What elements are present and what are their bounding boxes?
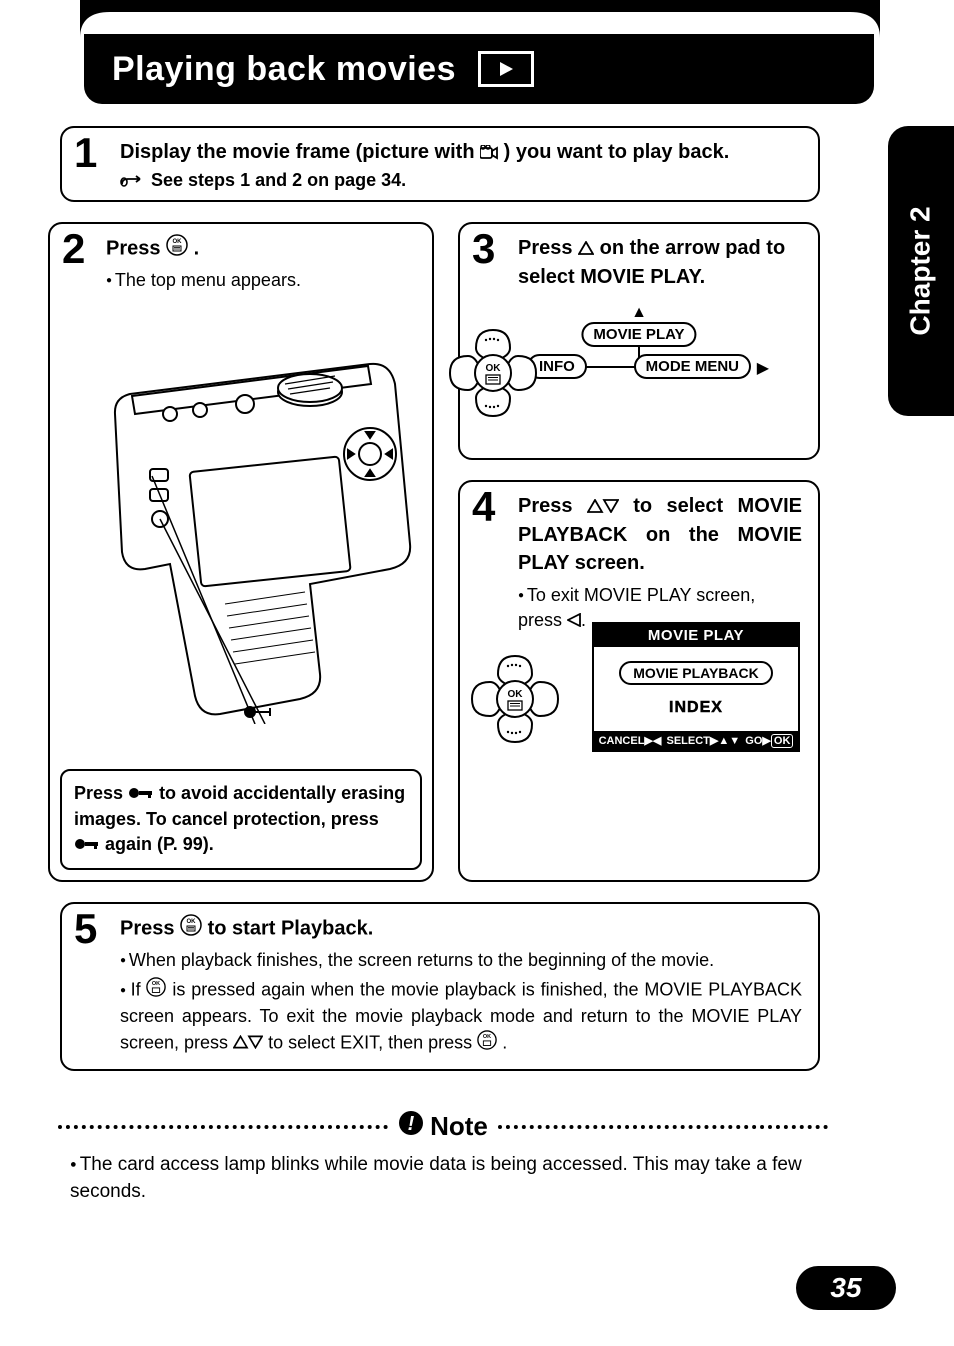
arrow-pad-illustration: OK xyxy=(446,326,540,420)
up-triangle-icon: ▲ xyxy=(631,304,647,322)
protect-note-box: Press to avoid accidentally erasing imag… xyxy=(60,769,422,870)
left-arrow-icon xyxy=(567,609,581,634)
step-1-reference: See steps 1 and 2 on page 34. xyxy=(120,170,802,192)
menu-mode-menu: MODE MENU xyxy=(634,354,751,379)
step-2-title: Press OK . xyxy=(106,234,422,264)
protect-key-icon xyxy=(128,782,154,807)
playback-mode-icon xyxy=(478,51,534,87)
pointer-icon xyxy=(120,171,146,192)
camera-illustration xyxy=(90,304,420,724)
ok-button-icon: OK xyxy=(180,914,202,944)
note-label: ! Note xyxy=(398,1110,488,1143)
note-body: ● The card access lamp blinks while movi… xyxy=(70,1152,830,1205)
up-arrow-icon xyxy=(578,235,594,263)
section-title: Playing back movies xyxy=(112,50,456,89)
chapter-tab: Chapter 2 xyxy=(888,126,954,416)
section-header: Playing back movies xyxy=(84,34,874,104)
step-4-number: 4 xyxy=(472,486,495,528)
step-2-number: 2 xyxy=(62,228,85,270)
svg-text:OK: OK xyxy=(152,981,160,987)
movie-icon xyxy=(480,141,504,163)
movie-play-screen-footer: CANCEL▶◀ SELECT▶▲▼ GO▶OK xyxy=(594,731,798,750)
svg-text:OK: OK xyxy=(486,363,502,374)
svg-text:!: ! xyxy=(408,1113,415,1135)
right-triangle-icon: ▶ xyxy=(757,358,769,378)
page-number: 35 xyxy=(796,1266,896,1310)
up-down-arrow-icon xyxy=(233,1031,263,1056)
step-5-bullet-2: If OK is pressed again when the movie pl… xyxy=(120,977,802,1057)
index-option: INDEX xyxy=(669,699,723,717)
step-1-number: 1 xyxy=(74,132,97,174)
step-5-number: 5 xyxy=(74,908,97,950)
movie-playback-option: MOVIE PLAYBACK xyxy=(619,661,773,685)
dots-left xyxy=(58,1125,388,1129)
ok-button-icon: OK xyxy=(146,977,166,1004)
step-2-box: 2 Press OK . The top menu appears. xyxy=(48,222,434,882)
step-5-bullet-1: When playback finishes, the screen retur… xyxy=(120,948,802,973)
ok-button-icon: OK xyxy=(166,234,188,264)
movie-play-screen: MOVIE PLAY MOVIE PLAYBACK INDEX CANCEL▶◀… xyxy=(592,622,800,752)
movie-play-screen-title: MOVIE PLAY xyxy=(594,624,798,647)
up-down-arrow-icon xyxy=(587,493,619,521)
step-5-box: 5 Press OK to start Playback. When playb… xyxy=(60,902,820,1071)
page-corner-decor xyxy=(80,0,880,38)
note-icon: ! xyxy=(398,1110,424,1143)
step-1-box: 1 Display the movie frame (picture with … xyxy=(60,126,820,202)
note-header-row: ! Note xyxy=(58,1110,828,1143)
svg-text:OK: OK xyxy=(187,919,197,925)
step-2-bullet: The top menu appears. xyxy=(106,268,422,293)
step-1-title: Display the movie frame (picture with ) … xyxy=(120,138,802,166)
step-5-title: Press OK to start Playback. xyxy=(120,914,802,944)
step-4-box: 4 Press to select MOVIE PLAYBACK on the … xyxy=(458,480,820,882)
svg-text:OK: OK xyxy=(508,689,524,700)
svg-text:OK: OK xyxy=(483,1034,491,1040)
step-4-title: Press to select MOVIE PLAYBACK on the MO… xyxy=(518,492,802,577)
chapter-label: Chapter 2 xyxy=(905,206,937,335)
arrow-pad-illustration: OK xyxy=(468,652,562,746)
step-3-number: 3 xyxy=(472,228,495,270)
menu-movie-play: MOVIE PLAY xyxy=(581,322,696,347)
ok-button-icon: OK xyxy=(477,1030,497,1057)
dots-right xyxy=(498,1125,828,1129)
protect-key-icon xyxy=(74,833,100,858)
step-3-title: Press on the arrow pad to select MOVIE P… xyxy=(518,234,802,291)
svg-text:OK: OK xyxy=(173,239,183,245)
top-menu-diagram: ▲ ◀ ▶ MOVIE PLAY INFO MODE MENU xyxy=(509,304,769,444)
